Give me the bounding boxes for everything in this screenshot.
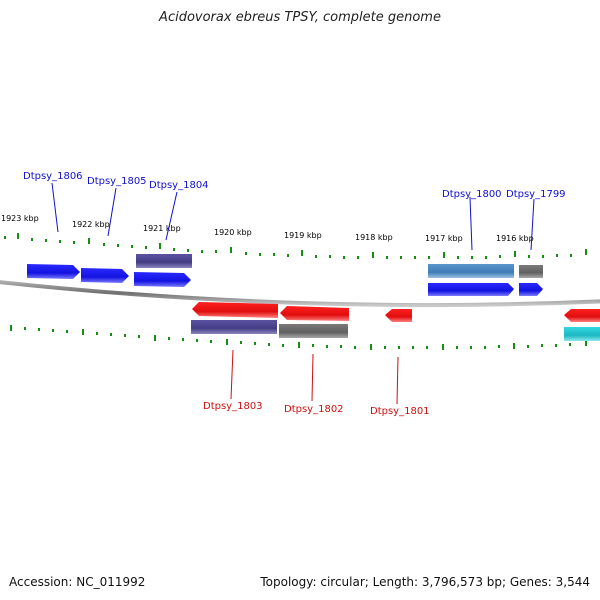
- gene-label[interactable]: Dtpsy_1803: [203, 401, 263, 412]
- feature-bar[interactable]: [428, 264, 514, 278]
- upper-tick-track: [4, 233, 587, 259]
- label-leader-line: [165, 191, 178, 241]
- forward-feature-track: [136, 254, 543, 278]
- scale-label: 1919 kbp: [284, 231, 322, 240]
- feature-bar[interactable]: [191, 320, 277, 334]
- scale-label: 1920 kbp: [214, 228, 252, 237]
- gene-arrow[interactable]: [27, 264, 80, 279]
- scale-label: 1922 kbp: [72, 220, 110, 229]
- label-leader-line: [230, 349, 234, 400]
- scale-label: 1916 kbp: [496, 234, 534, 243]
- gene-arrow[interactable]: [564, 309, 600, 322]
- gene-arrow[interactable]: [428, 283, 514, 296]
- gene-label[interactable]: Dtpsy_1800: [442, 189, 502, 200]
- gene-label[interactable]: Dtpsy_1805: [87, 176, 147, 187]
- gene-label[interactable]: Dtpsy_1799: [506, 189, 566, 200]
- label-leader-line: [51, 182, 59, 233]
- feature-bar[interactable]: [279, 324, 348, 338]
- accession-text: Accession: NC_011992: [9, 575, 146, 589]
- gene-label[interactable]: Dtpsy_1804: [149, 180, 209, 191]
- gene-arrow[interactable]: [192, 302, 278, 318]
- forward-cds-track: [27, 264, 543, 296]
- gene-arrow[interactable]: [385, 309, 412, 322]
- gene-label[interactable]: Dtpsy_1801: [370, 406, 430, 417]
- gene-arrow[interactable]: [81, 268, 129, 283]
- label-leader-line: [469, 196, 473, 251]
- genome-backbone: [0, 280, 600, 308]
- gene-arrow[interactable]: [134, 272, 191, 287]
- topology-text: Topology: circular; Length: 3,796,573 bp…: [260, 575, 590, 589]
- map-title: Acidovorax ebreus TPSY, complete genome: [159, 10, 441, 25]
- label-leader-line: [311, 353, 314, 402]
- label-leader-line: [530, 198, 535, 251]
- gene-arrow[interactable]: [519, 283, 543, 296]
- feature-bar[interactable]: [136, 254, 192, 268]
- scale-label: 1918 kbp: [355, 233, 393, 242]
- reverse-cds-track: [192, 302, 600, 322]
- scale-label: 1923 kbp: [1, 214, 39, 223]
- label-leader-line: [107, 187, 117, 237]
- lower-tick-track: [10, 325, 587, 350]
- gene-label[interactable]: Dtpsy_1802: [284, 404, 344, 415]
- label-leader-line: [396, 356, 399, 405]
- feature-bar[interactable]: [564, 327, 600, 341]
- reverse-feature-track: [191, 320, 600, 341]
- scale-label: 1921 kbp: [143, 224, 181, 233]
- scale-label: 1917 kbp: [425, 234, 463, 243]
- gene-label[interactable]: Dtpsy_1806: [23, 171, 83, 182]
- feature-bar[interactable]: [519, 265, 543, 278]
- gene-arrow[interactable]: [280, 306, 349, 321]
